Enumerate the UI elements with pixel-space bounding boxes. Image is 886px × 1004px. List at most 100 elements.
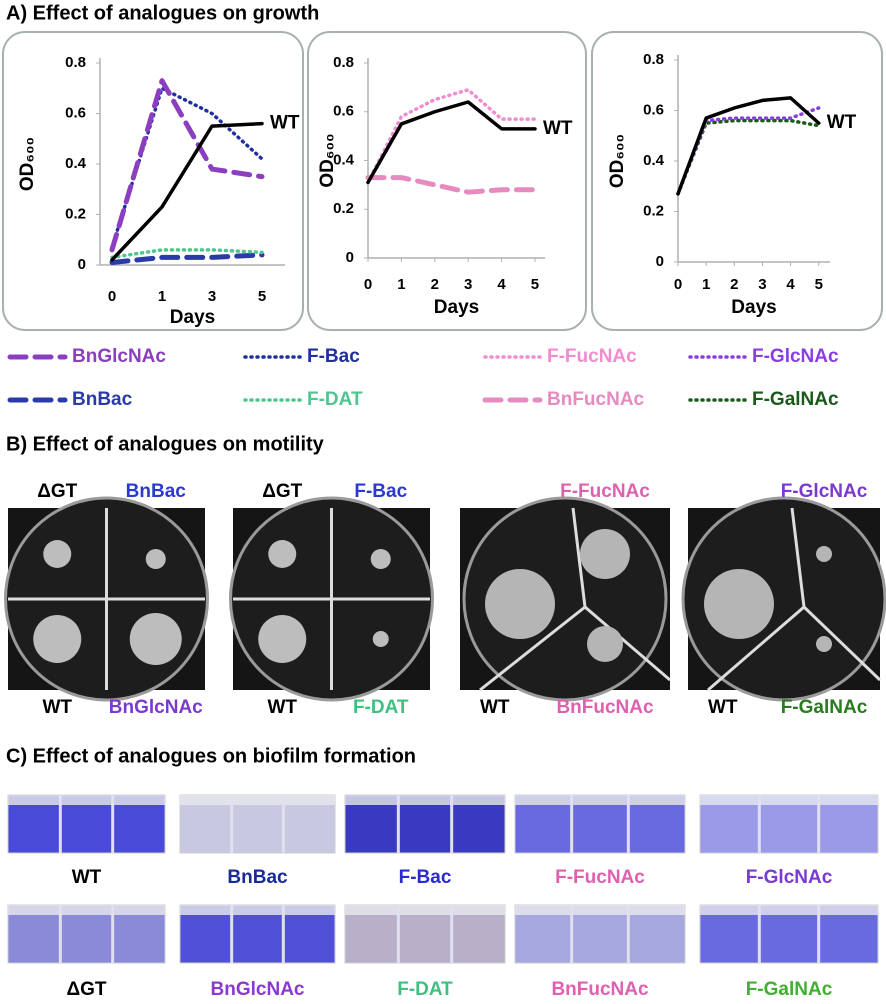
- series-line: [365, 175, 538, 195]
- x-tick-label: 3: [464, 276, 472, 293]
- y-tick-label: 0.6: [643, 101, 664, 118]
- legend-label: F-Bac: [307, 346, 360, 367]
- legend-label: F-GlcNAc: [752, 346, 839, 367]
- colony: [704, 569, 774, 639]
- series-end-label: WT: [543, 118, 573, 139]
- x-tick-label: 4: [786, 276, 795, 293]
- y-tick-label: 0.8: [65, 54, 86, 71]
- y-tick-label: 0.2: [643, 202, 664, 219]
- x-tick-label: 2: [431, 276, 439, 293]
- y-tick-label: 0.4: [643, 152, 665, 169]
- series-line: [109, 252, 265, 265]
- plate-label: F-GlcNAc: [781, 481, 868, 502]
- y-tick-label: 0.8: [643, 51, 664, 68]
- biofilm-title: C) Effect of analogues on biofilm format…: [6, 745, 416, 767]
- well-top: [700, 905, 878, 915]
- well-label: ΔGT: [66, 979, 106, 1000]
- colony: [129, 613, 182, 665]
- x-axis-label: Days: [434, 297, 479, 318]
- legend-label: F-FucNAc: [547, 346, 637, 367]
- y-tick-label: 0.8: [333, 54, 354, 71]
- plate-label: WT: [480, 697, 510, 718]
- colony: [258, 615, 307, 663]
- y-tick-label: 0: [78, 256, 86, 273]
- plate-label: ΔGT: [262, 481, 302, 502]
- series-line: [110, 248, 264, 260]
- plate-label: BnBac: [126, 481, 187, 502]
- plate-label: WT: [708, 697, 738, 718]
- plate-label: WT: [42, 697, 72, 718]
- x-tick-label: 3: [758, 276, 766, 293]
- x-tick-label: 1: [397, 276, 405, 293]
- x-tick-label: 5: [258, 288, 266, 305]
- x-tick-label: 0: [364, 276, 372, 293]
- x-tick-label: 4: [497, 276, 506, 293]
- well-top: [180, 905, 335, 915]
- well-top: [700, 795, 878, 805]
- x-tick-label: 0: [674, 276, 682, 293]
- colony: [580, 529, 630, 579]
- x-tick-label: 2: [730, 276, 738, 293]
- legend-label: F-DAT: [307, 389, 363, 410]
- plate-label: F-Bac: [354, 481, 407, 502]
- y-tick-label: 0.4: [65, 155, 87, 172]
- colony: [587, 626, 623, 662]
- plate-label: F-GalNAc: [781, 697, 868, 718]
- well-label: F-DAT: [397, 979, 453, 1000]
- series-line: [110, 121, 264, 262]
- well-top: [515, 905, 685, 915]
- series-line: [676, 96, 821, 196]
- panel-frame: [307, 31, 587, 331]
- well-label: F-FucNAc: [555, 867, 645, 888]
- plate-label: F-DAT: [353, 697, 409, 718]
- series-line: [676, 118, 821, 196]
- y-tick-label: 0.6: [333, 103, 354, 120]
- well-label: BnFucNAc: [551, 979, 649, 1000]
- plate-divider: [707, 507, 882, 692]
- series-line: [109, 78, 265, 253]
- series-line: [366, 100, 537, 185]
- y-axis-label: OD₆₀₀: [607, 134, 628, 188]
- series-end-label: WT: [827, 112, 857, 133]
- colony: [43, 540, 72, 568]
- plate-label: BnFucNAc: [556, 697, 654, 718]
- x-tick-label: 5: [531, 276, 539, 293]
- x-tick-label: 5: [815, 276, 823, 293]
- well-label: F-GalNAc: [746, 979, 833, 1000]
- panel-frame: [591, 31, 883, 331]
- growth-title: A) Effect of analogues on growth: [6, 2, 319, 24]
- well-label: BnGlcNAc: [211, 979, 305, 1000]
- colony: [485, 569, 555, 639]
- well-top: [515, 795, 685, 805]
- plate-label: WT: [267, 697, 297, 718]
- well-label: WT: [72, 867, 102, 888]
- colony: [816, 546, 832, 562]
- well-top: [345, 905, 505, 915]
- well-top: [345, 795, 505, 805]
- well-label: F-Bac: [399, 867, 452, 888]
- colony: [268, 540, 297, 568]
- y-tick-label: 0.2: [65, 205, 86, 222]
- plate-divider: [479, 507, 671, 692]
- colony: [816, 636, 832, 652]
- x-axis-label: Days: [170, 307, 215, 328]
- well-top: [8, 795, 165, 805]
- plate-label: F-FucNAc: [560, 481, 650, 502]
- colony: [145, 549, 166, 569]
- motility-title: B) Effect of analogues on motility: [6, 433, 325, 455]
- legend-label: BnFucNAc: [547, 389, 645, 410]
- x-tick-label: 1: [158, 288, 166, 305]
- y-axis-label: OD₆₀₀: [317, 133, 338, 187]
- x-tick-label: 0: [108, 288, 116, 305]
- plate-label: ΔGT: [37, 481, 77, 502]
- legend-label: BnBac: [72, 389, 133, 410]
- x-axis-label: Days: [731, 297, 776, 318]
- y-axis-label: OD₆₀₀: [17, 137, 38, 191]
- colony: [33, 615, 82, 663]
- x-tick-label: 3: [208, 288, 216, 305]
- legend-label: F-GalNAc: [752, 389, 839, 410]
- plate-label: BnGlcNAc: [109, 697, 203, 718]
- plate-rim: [681, 496, 886, 702]
- series-line: [366, 88, 537, 185]
